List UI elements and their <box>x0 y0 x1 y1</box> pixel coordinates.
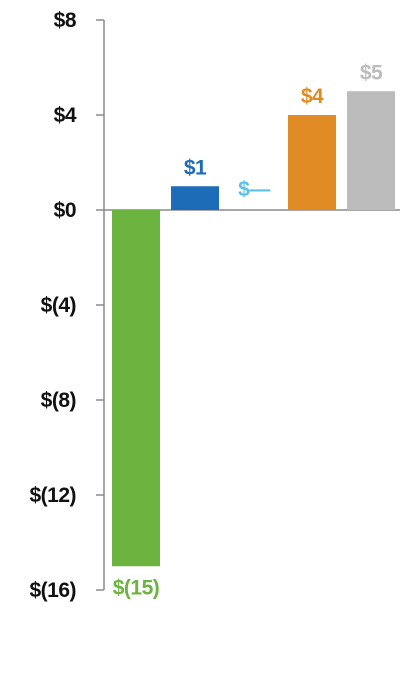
y-tick-label: $8 <box>54 9 77 32</box>
y-tick-label: $(4) <box>41 294 76 317</box>
data-label: $1 <box>184 156 207 179</box>
bars <box>112 91 395 567</box>
y-tick-label: $0 <box>54 199 76 222</box>
data-label: $— <box>238 178 270 201</box>
bar <box>171 186 219 210</box>
y-tick-label: $4 <box>54 104 77 127</box>
data-labels: $(15) $1 $— $4 $5 <box>113 61 384 599</box>
bar <box>347 91 395 210</box>
y-axis: $8 $4 $0 $(4) $(8) $(12) $(16) <box>29 9 105 602</box>
data-label: $4 <box>301 85 324 108</box>
bar <box>288 115 336 210</box>
y-tick-label: $(8) <box>41 389 76 412</box>
data-label: $(15) <box>113 576 160 599</box>
bar <box>112 210 160 567</box>
data-label: $5 <box>360 61 383 84</box>
y-tick-label: $(12) <box>29 484 76 507</box>
y-tick-label: $(16) <box>29 579 76 602</box>
